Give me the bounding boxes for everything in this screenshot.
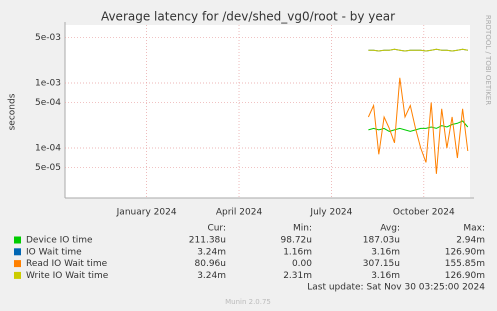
chart-title: Average latency for /dev/shed_vg0/root -… xyxy=(101,10,395,24)
x-tick-label: January 2024 xyxy=(116,208,177,218)
legend-label: Write IO Wait time xyxy=(26,271,109,281)
legend-value: 126.90m xyxy=(445,247,485,257)
legend-value: 80.96u xyxy=(195,259,226,269)
legend-label: Read IO Wait time xyxy=(26,259,108,269)
legend-value: 0.00 xyxy=(292,259,312,269)
legend-value: 1.16m xyxy=(283,247,312,257)
series-line xyxy=(368,48,468,52)
series-line xyxy=(367,77,469,174)
y-tick-label: 5e-05 xyxy=(35,163,61,173)
y-tick-label: 1e-04 xyxy=(35,143,61,153)
legend-value: 2.94m xyxy=(456,236,485,246)
legend-swatch xyxy=(14,260,21,268)
footer: Munin 2.0.75 xyxy=(225,298,271,306)
legend-value: 2.31m xyxy=(283,271,312,281)
x-tick-label: July 2024 xyxy=(309,208,352,218)
legend-label: IO Wait time xyxy=(26,247,82,257)
legend-swatch xyxy=(14,236,21,244)
legend-swatch xyxy=(14,271,21,279)
legend-value: 307.15u xyxy=(363,259,400,269)
y-tick-label: 1e-03 xyxy=(35,78,61,88)
legend-swatch xyxy=(14,248,21,256)
legend-header: Cur: xyxy=(207,224,226,234)
y-axis-label: seconds xyxy=(8,93,18,130)
plot-area xyxy=(65,25,470,198)
x-tick-label: April 2024 xyxy=(216,208,263,218)
legend-value: 98.72u xyxy=(281,236,312,246)
side-text: RRDTOOL / TOBI OETIKER xyxy=(484,15,492,105)
legend-label: Device IO time xyxy=(26,236,93,246)
legend-header: Avg: xyxy=(380,224,400,234)
legend-value: 3.24m xyxy=(197,247,226,257)
y-tick-label: 5e-04 xyxy=(35,98,61,108)
y-tick-label: 5e-03 xyxy=(35,33,61,43)
legend-value: 187.03u xyxy=(363,236,400,246)
legend-value: 126.90m xyxy=(445,271,485,281)
legend-header: Max: xyxy=(463,224,485,234)
legend-value: 3.16m xyxy=(371,271,400,281)
legend-value: 211.38u xyxy=(189,236,226,246)
legend-value: 3.16m xyxy=(371,247,400,257)
legend-header: Min: xyxy=(293,224,312,234)
last-update: Last update: Sat Nov 30 03:25:00 2024 xyxy=(307,283,485,293)
legend-value: 155.85m xyxy=(445,259,485,269)
x-tick-label: October 2024 xyxy=(393,208,455,218)
legend-value: 3.24m xyxy=(197,271,226,281)
